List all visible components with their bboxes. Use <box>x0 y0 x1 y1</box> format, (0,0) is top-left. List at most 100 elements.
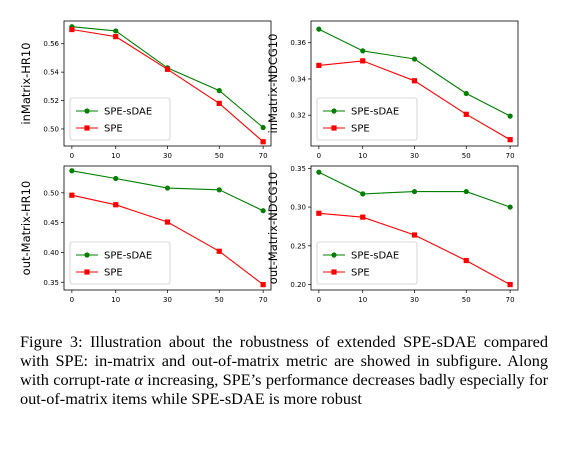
y-tick-label: 0.25 <box>290 242 306 250</box>
point-spe <box>260 139 266 145</box>
legend: SPE-sDAE SPE <box>69 97 171 141</box>
y-tick-label: 0.50 <box>43 189 59 197</box>
point-spe-sdae <box>216 187 222 193</box>
point-spe <box>316 62 322 68</box>
point-spe-sdae <box>316 169 322 175</box>
alpha-symbol: α <box>134 370 143 389</box>
point-spe <box>411 232 418 238</box>
chart-panel-4: 0.35 0.30 0.25 0.20 0 10 30 50 70 out-Matrix-NDCG… <box>266 165 519 304</box>
x-tick-label: 50 <box>462 296 471 304</box>
point-spe <box>69 192 75 198</box>
legend-marker-spe-sdae <box>331 252 337 258</box>
point-spe <box>360 214 366 220</box>
legend-label-spe: SPE <box>351 124 370 135</box>
legend-label-spe-sdae: SPE-sDAE <box>104 251 152 262</box>
x-tick-label: 10 <box>358 152 367 160</box>
legend-label-spe-sdae: SPE-sDAE <box>351 107 399 118</box>
legend: SPE-sDAE SPE <box>69 241 171 285</box>
point-spe <box>216 100 222 106</box>
legend-frame <box>69 241 171 285</box>
legend-marker-spe-sdae <box>84 108 90 114</box>
figure-caption: Figure 3: Illustration about the robustn… <box>20 332 548 408</box>
point-spe-sdae <box>507 113 513 119</box>
x-tick-label: 0 <box>317 296 321 304</box>
y-axis-label: inMatrix-NDCG10 <box>266 34 280 134</box>
x-tick-label: 50 <box>462 152 471 160</box>
x-tick-label: 30 <box>410 296 419 304</box>
y-tick-label: 0.40 <box>43 249 59 257</box>
legend-label-spe-sdae: SPE-sDAE <box>351 251 399 262</box>
point-spe <box>411 78 418 84</box>
point-spe <box>260 282 266 288</box>
y-tick-label: 0.54 <box>43 69 59 77</box>
point-spe-sdae <box>316 26 322 32</box>
point-spe <box>113 34 119 40</box>
legend-marker-spe <box>84 269 90 275</box>
chart-panel-1: 0.56 0.54 0.52 0.50 0 10 30 50 70 inMatrix-HR10 SP… <box>19 20 272 160</box>
y-axis-label: inMatrix-HR10 <box>19 42 33 124</box>
point-spe-sdae <box>260 208 266 214</box>
x-tick-label: 30 <box>163 296 172 304</box>
legend-marker-spe-sdae <box>331 108 337 114</box>
y-tick-label: 0.50 <box>43 125 59 133</box>
y-tick-label: 0.34 <box>290 75 306 83</box>
x-tick-label: 70 <box>259 152 268 160</box>
x-tick-label: 50 <box>215 152 224 160</box>
y-tick-label: 0.56 <box>43 40 59 48</box>
y-axis-label: out-Matrix-NDCG10 <box>266 172 280 284</box>
point-spe <box>164 66 171 72</box>
series-line-spe-sdae <box>71 170 264 212</box>
legend-marker-spe <box>84 125 90 131</box>
legend-marker-spe <box>331 269 337 275</box>
caption-text-start: Figure 3: Illustration about the robustn… <box>20 332 548 389</box>
legend-label-spe: SPE <box>104 268 123 279</box>
x-tick-label: 0 <box>70 152 74 160</box>
y-tick-label: 0.30 <box>290 204 306 212</box>
legend-frame <box>316 97 418 141</box>
point-spe-sdae <box>507 204 513 210</box>
x-tick-label: 10 <box>111 296 120 304</box>
x-tick-label: 30 <box>410 152 419 160</box>
y-axis-label: out-Matrix-HR10 <box>19 181 33 276</box>
point-spe <box>507 137 513 143</box>
point-spe-sdae <box>260 124 266 131</box>
x-tick-label: 0 <box>317 152 321 160</box>
legend-label-spe-sdae: SPE-sDAE <box>104 107 152 118</box>
point-spe <box>216 248 222 254</box>
point-spe <box>113 202 119 208</box>
x-tick-label: 70 <box>506 296 515 304</box>
point-spe <box>463 257 469 264</box>
point-spe-sdae <box>463 188 469 195</box>
legend-marker-spe <box>331 125 337 131</box>
x-tick-label: 50 <box>215 296 224 304</box>
point-spe-sdae <box>164 185 171 191</box>
x-tick-label: 70 <box>506 152 515 160</box>
caption-text-end: increasing, SPE’s performance decreases … <box>20 370 549 408</box>
y-tick-label: 0.35 <box>43 279 59 287</box>
point-spe-sdae <box>216 88 222 94</box>
point-spe <box>316 210 322 216</box>
legend-marker-spe-sdae <box>84 252 90 258</box>
point-spe <box>69 26 75 33</box>
x-tick-label: 10 <box>111 152 120 160</box>
x-tick-label: 30 <box>163 152 172 160</box>
y-tick-label: 0.32 <box>290 112 306 120</box>
y-tick-label: 0.20 <box>290 281 306 289</box>
point-spe-sdae <box>113 175 119 182</box>
point-spe <box>463 111 469 117</box>
y-tick-label: 0.45 <box>43 219 59 227</box>
point-spe-sdae <box>360 191 366 197</box>
point-spe-sdae <box>411 56 418 62</box>
legend-label-spe: SPE <box>351 268 370 279</box>
point-spe-sdae <box>463 90 469 97</box>
legend-frame <box>69 97 171 141</box>
legend-frame <box>316 241 418 285</box>
point-spe-sdae <box>69 168 75 174</box>
chart-panel-2: 0.36 0.34 0.32 0 10 30 50 70 inMatrix-NDCG10 SPE-… <box>266 20 519 160</box>
point-spe-sdae <box>411 188 418 195</box>
point-spe <box>360 58 366 64</box>
chart-panel-3: 0.50 0.45 0.40 0.35 0 10 30 50 70 out-Matrix-HR10… <box>19 165 272 304</box>
point-spe <box>164 219 171 225</box>
legend: SPE-sDAE SPE <box>316 241 418 285</box>
y-tick-label: 0.52 <box>43 97 59 105</box>
